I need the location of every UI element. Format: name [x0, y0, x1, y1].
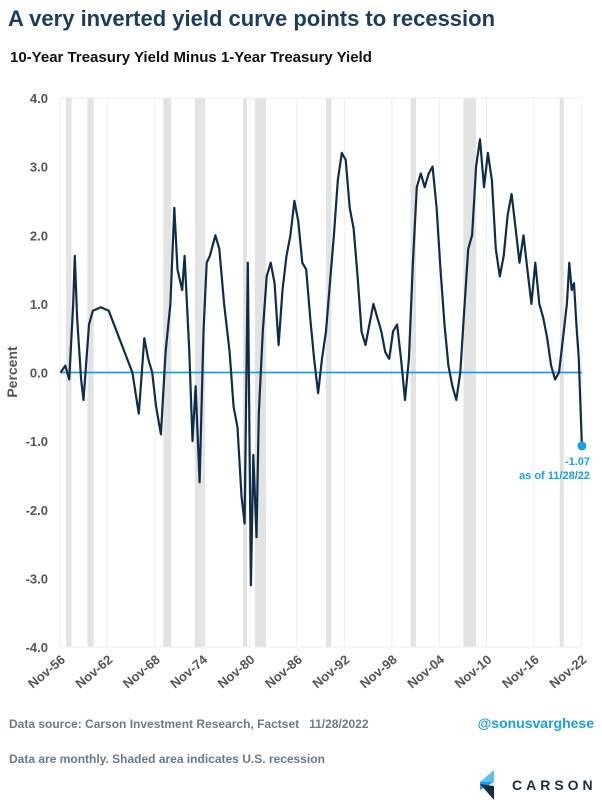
y-tick-label: -2.0 [26, 503, 48, 518]
data-note: Data are monthly. Shaded area indicates … [9, 752, 325, 766]
y-tick-label: 4.0 [30, 91, 48, 106]
annotation-label: as of 11/28/22 [519, 470, 590, 482]
y-tick-label: -4.0 [26, 640, 48, 655]
twitter-handle[interactable]: @sonusvarghese [477, 715, 594, 731]
x-tick-label: Nov-62 [72, 652, 115, 691]
x-tick-label: Nov-74 [167, 651, 210, 691]
annotation-value: -1.07 [565, 456, 590, 468]
x-tick-label: Nov-04 [404, 651, 447, 691]
x-tick-label: Nov-22 [546, 652, 589, 691]
x-tick-label: Nov-86 [262, 652, 305, 691]
carson-logo-icon [480, 770, 494, 800]
x-tick-label: Nov-56 [25, 652, 68, 691]
page-title: A very inverted yield curve points to re… [8, 6, 496, 31]
line-chart: Nov-56 Nov-62 Nov-68 Nov-74 Nov-80 Nov-86 Nov-… [4, 91, 590, 691]
x-tick-label: Nov-10 [452, 652, 495, 691]
x-tick-label: Nov-68 [120, 652, 163, 691]
data-source: Data source: Carson Investment Research,… [9, 717, 369, 731]
x-tick-label: Nov-16 [499, 652, 542, 691]
x-tick-label: Nov-80 [215, 652, 258, 691]
y-tick-label: 3.0 [30, 160, 48, 175]
carson-logo: CARSON [478, 770, 597, 800]
y-axis-label: Percent [4, 346, 20, 398]
series-line [59, 138, 583, 587]
y-tick-label: 2.0 [30, 228, 48, 243]
y-tick-label: 1.0 [30, 297, 48, 312]
logo-text: CARSON [512, 777, 597, 793]
chart-subtitle: 10-Year Treasury Yield Minus 1-Year Trea… [10, 49, 372, 66]
y-tick-label: -1.0 [26, 434, 48, 449]
y-tick-label: -3.0 [26, 571, 48, 586]
x-tick-label: Nov-98 [357, 652, 400, 691]
y-tick-label: 0.0 [30, 366, 48, 381]
last-point-marker [577, 441, 587, 451]
x-tick-label: Nov-92 [309, 652, 352, 691]
